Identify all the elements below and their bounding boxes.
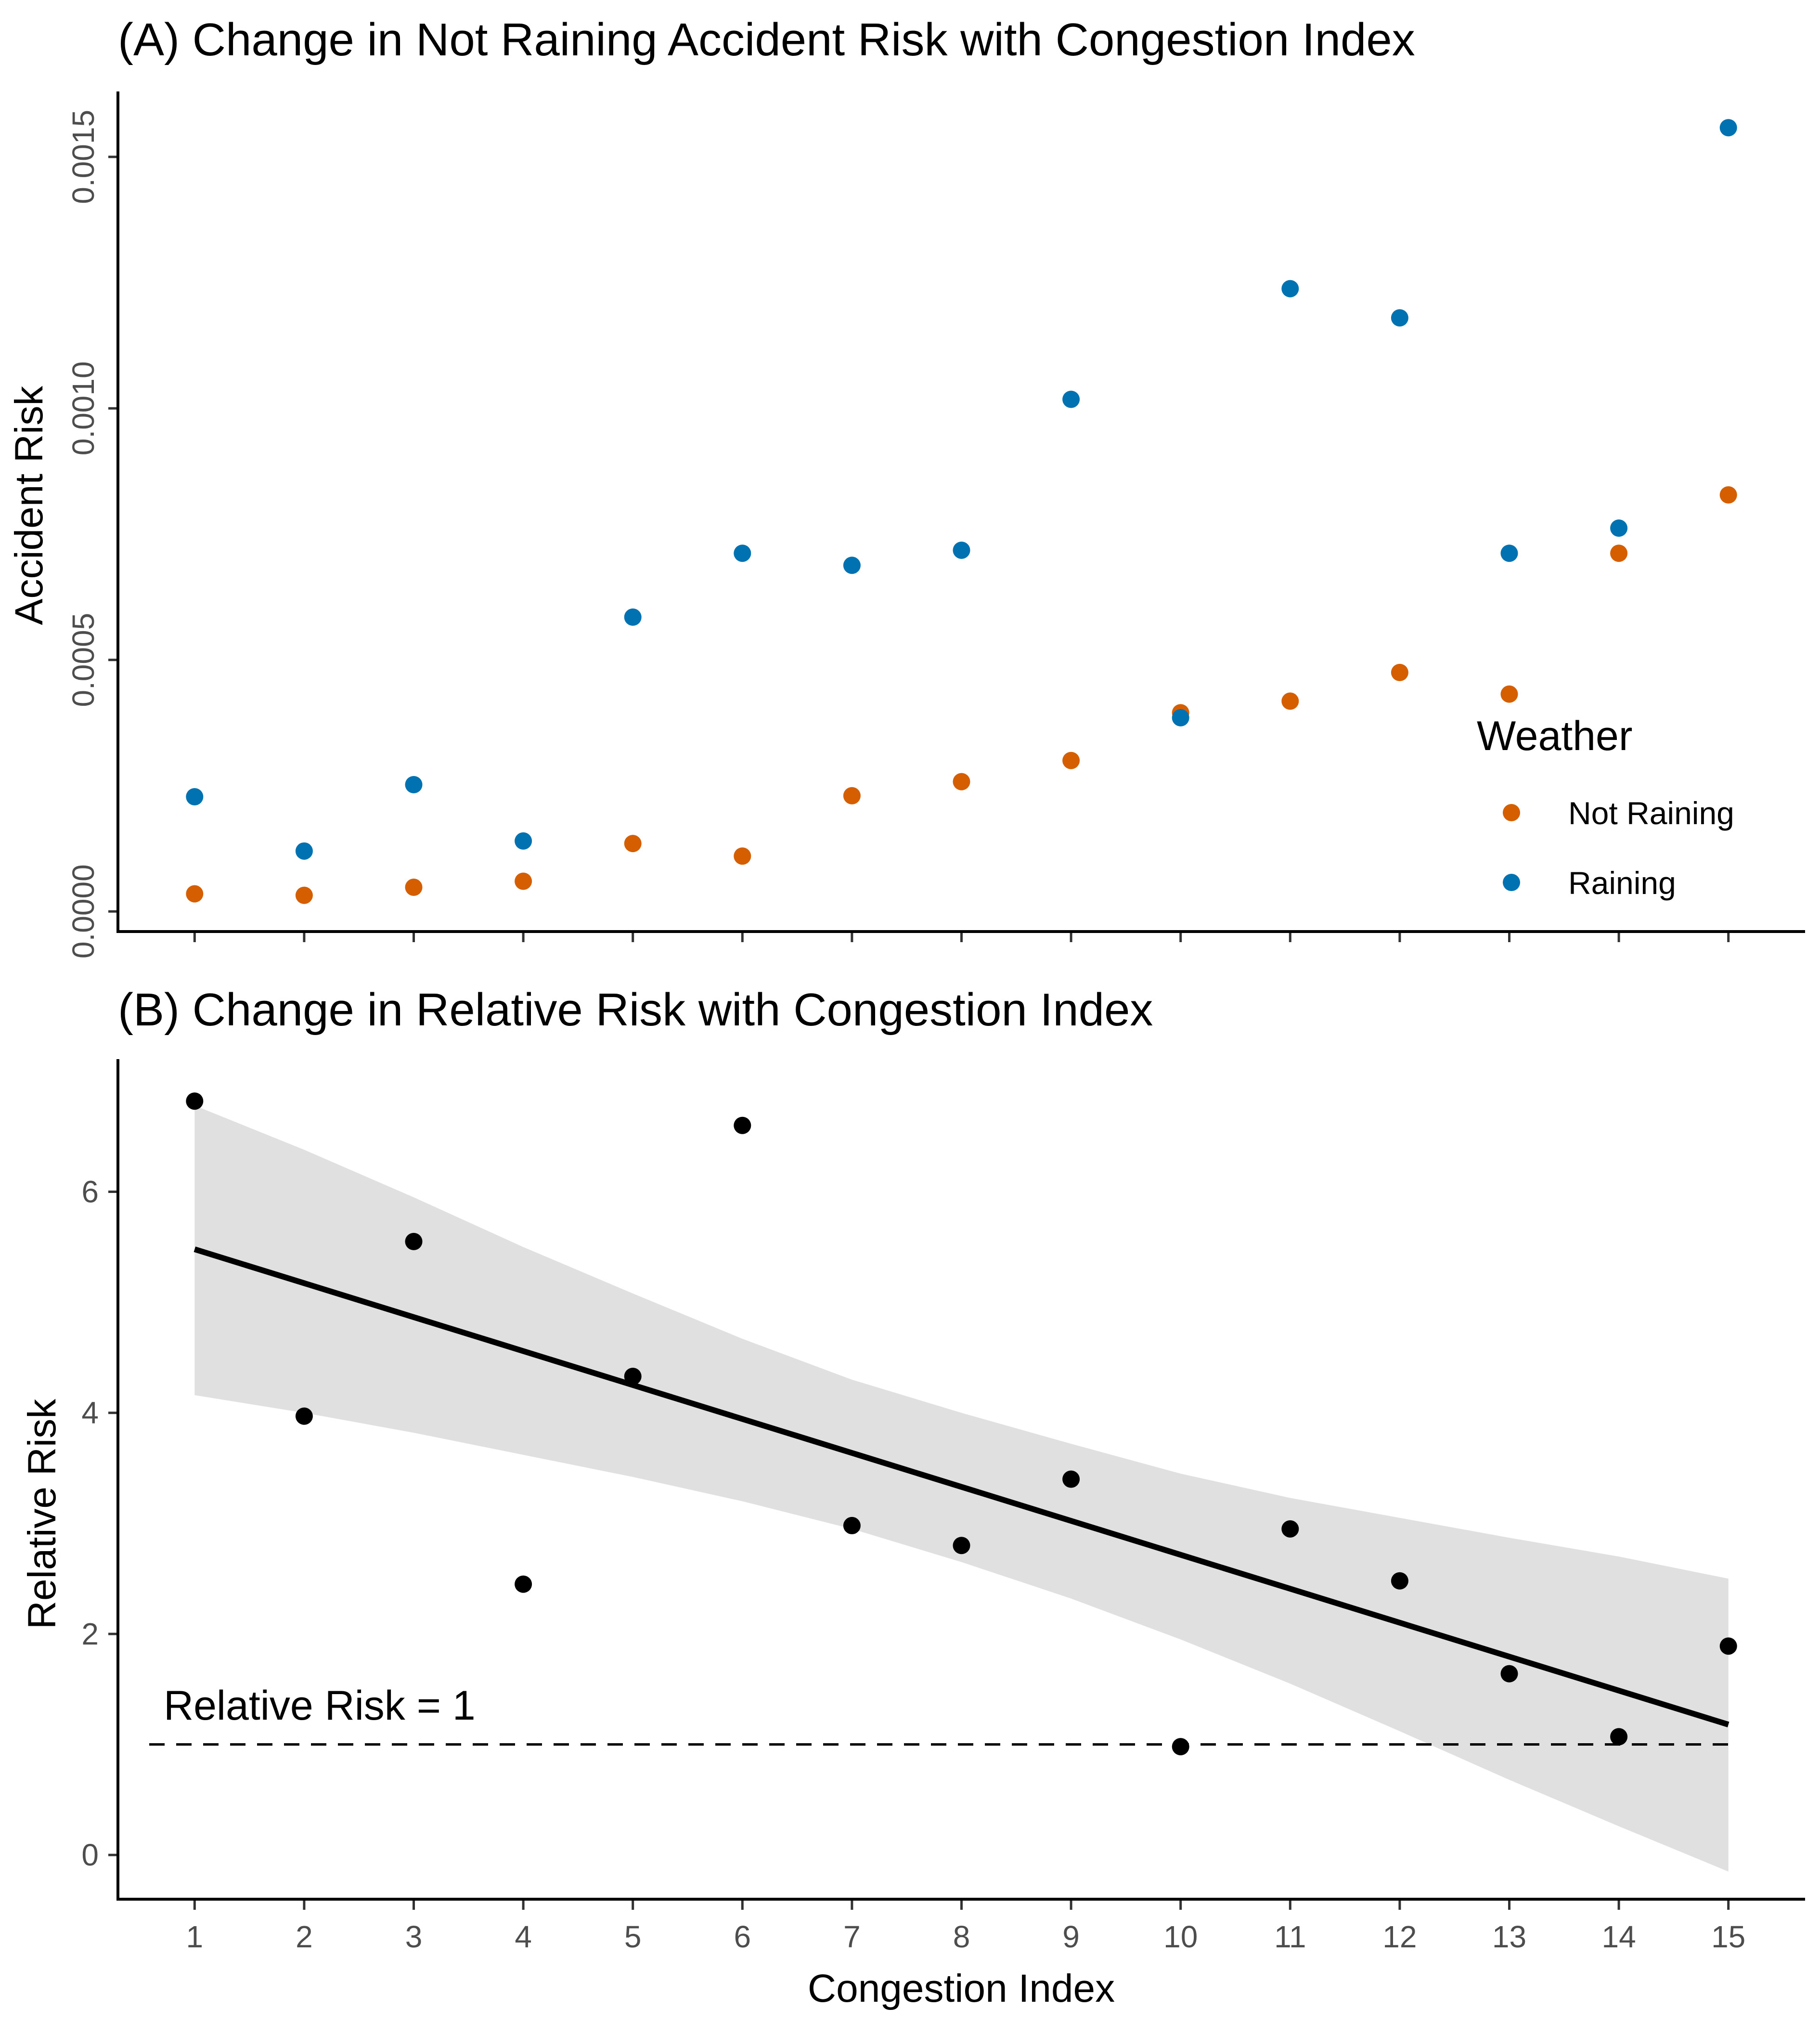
point-not-raining-6 [734,847,751,865]
point-raining-8 [953,541,970,559]
point-not-raining-4 [515,872,532,890]
point-raining-15 [1719,119,1737,137]
panel-b-x-tick-label-10: 11 [1274,1919,1306,1954]
point-not-raining-7 [843,787,861,804]
point-raining-6 [734,544,751,562]
point-relative-risk-9 [1062,1470,1080,1488]
point-relative-risk-13 [1500,1665,1518,1683]
panel-b-y-tick-label-3: 6 [81,1175,99,1209]
panel-b-x-tick-label-11: 12 [1382,1919,1417,1954]
point-raining-10 [1172,709,1189,726]
point-relative-risk-4 [515,1575,532,1593]
legend-title: Weather [1477,713,1632,759]
point-raining-9 [1062,390,1080,408]
point-relative-risk-12 [1391,1572,1408,1590]
panel-a-y-tick-label-2: 0.0010 [66,361,101,455]
point-not-raining-13 [1500,685,1518,703]
point-raining-2 [295,842,313,860]
legend-key-raining [1503,874,1520,891]
panel-b: (B) Change in Relative Risk with Congest… [20,984,1805,2010]
panel-b-y-tick-label-2: 4 [81,1396,99,1430]
panel-b-x-tick-label-4: 5 [624,1919,642,1954]
point-not-raining-15 [1719,486,1737,504]
point-relative-risk-3 [405,1232,423,1250]
panel-b-x-tick-label-7: 8 [953,1919,970,1954]
point-raining-1 [186,788,204,805]
point-not-raining-9 [1062,751,1080,769]
panel-b-x-tick-label-1: 2 [296,1919,313,1954]
panel-a-y-tick-label-1: 0.0005 [66,613,101,707]
point-relative-risk-10 [1172,1738,1189,1756]
point-not-raining-12 [1391,663,1408,681]
panel-b-y-tick-label-1: 2 [81,1617,99,1651]
point-relative-risk-2 [295,1407,313,1425]
panel-b-x-axis-title: Congestion Index [808,1967,1115,2010]
panel-b-x-tick-label-12: 13 [1492,1919,1526,1954]
point-raining-11 [1281,280,1299,298]
panel-b-y-tick-label-0: 0 [81,1838,99,1872]
panel-b-x-tick-label-3: 4 [515,1919,532,1954]
point-raining-7 [843,557,861,574]
panel-a: (A) Change in Not Raining Accident Risk … [7,14,1805,959]
point-raining-5 [624,608,642,626]
point-raining-12 [1391,309,1408,327]
panel-a-y-tick-label-3: 0.0015 [66,110,101,204]
panel-a-title: (A) Change in Not Raining Accident Risk … [118,14,1415,65]
fit-line [194,1246,1730,1727]
panel-b-x-tick-label-9: 10 [1163,1919,1198,1954]
reference-line-label: Relative Risk = 1 [164,1683,476,1729]
point-relative-risk-8 [953,1537,970,1555]
panel-b-title: (B) Change in Relative Risk with Congest… [118,984,1153,1036]
point-raining-14 [1610,519,1628,537]
point-relative-risk-7 [843,1516,861,1534]
legend-key-not-raining [1503,804,1520,821]
point-relative-risk-14 [1610,1728,1628,1746]
panel-a-y-axis-title: Accident Risk [7,386,51,625]
point-not-raining-3 [405,879,423,896]
panel-b-x-tick-label-6: 7 [843,1919,861,1954]
point-not-raining-14 [1610,544,1628,562]
point-not-raining-11 [1281,692,1299,710]
legend-label-raining: Raining [1568,865,1676,901]
panel-a-y-tick-label-0: 0.0000 [66,864,101,959]
panel-b-x-tick-label-2: 3 [405,1919,423,1954]
point-relative-risk-1 [186,1092,204,1110]
point-not-raining-5 [624,835,642,853]
panel-b-x-tick-label-5: 6 [734,1919,751,1954]
legend-label-not-raining: Not Raining [1568,795,1734,831]
point-relative-risk-15 [1719,1637,1737,1655]
point-raining-13 [1500,544,1518,562]
point-relative-risk-6 [734,1116,751,1134]
panel-b-x-tick-label-8: 9 [1062,1919,1080,1954]
point-relative-risk-11 [1281,1520,1299,1538]
panel-b-y-axis-title: Relative Risk [20,1399,64,1629]
point-raining-4 [515,832,532,850]
legend: Weather Not Raining Raining [1477,713,1734,901]
point-not-raining-1 [186,885,204,903]
point-relative-risk-5 [624,1367,642,1385]
point-not-raining-8 [953,773,970,790]
panel-b-x-tick-label-0: 1 [186,1919,204,1954]
panel-b-x-tick-label-14: 15 [1711,1919,1745,1954]
panel-b-x-tick-label-13: 14 [1601,1919,1636,1954]
point-not-raining-2 [295,886,313,904]
point-raining-3 [405,776,423,793]
